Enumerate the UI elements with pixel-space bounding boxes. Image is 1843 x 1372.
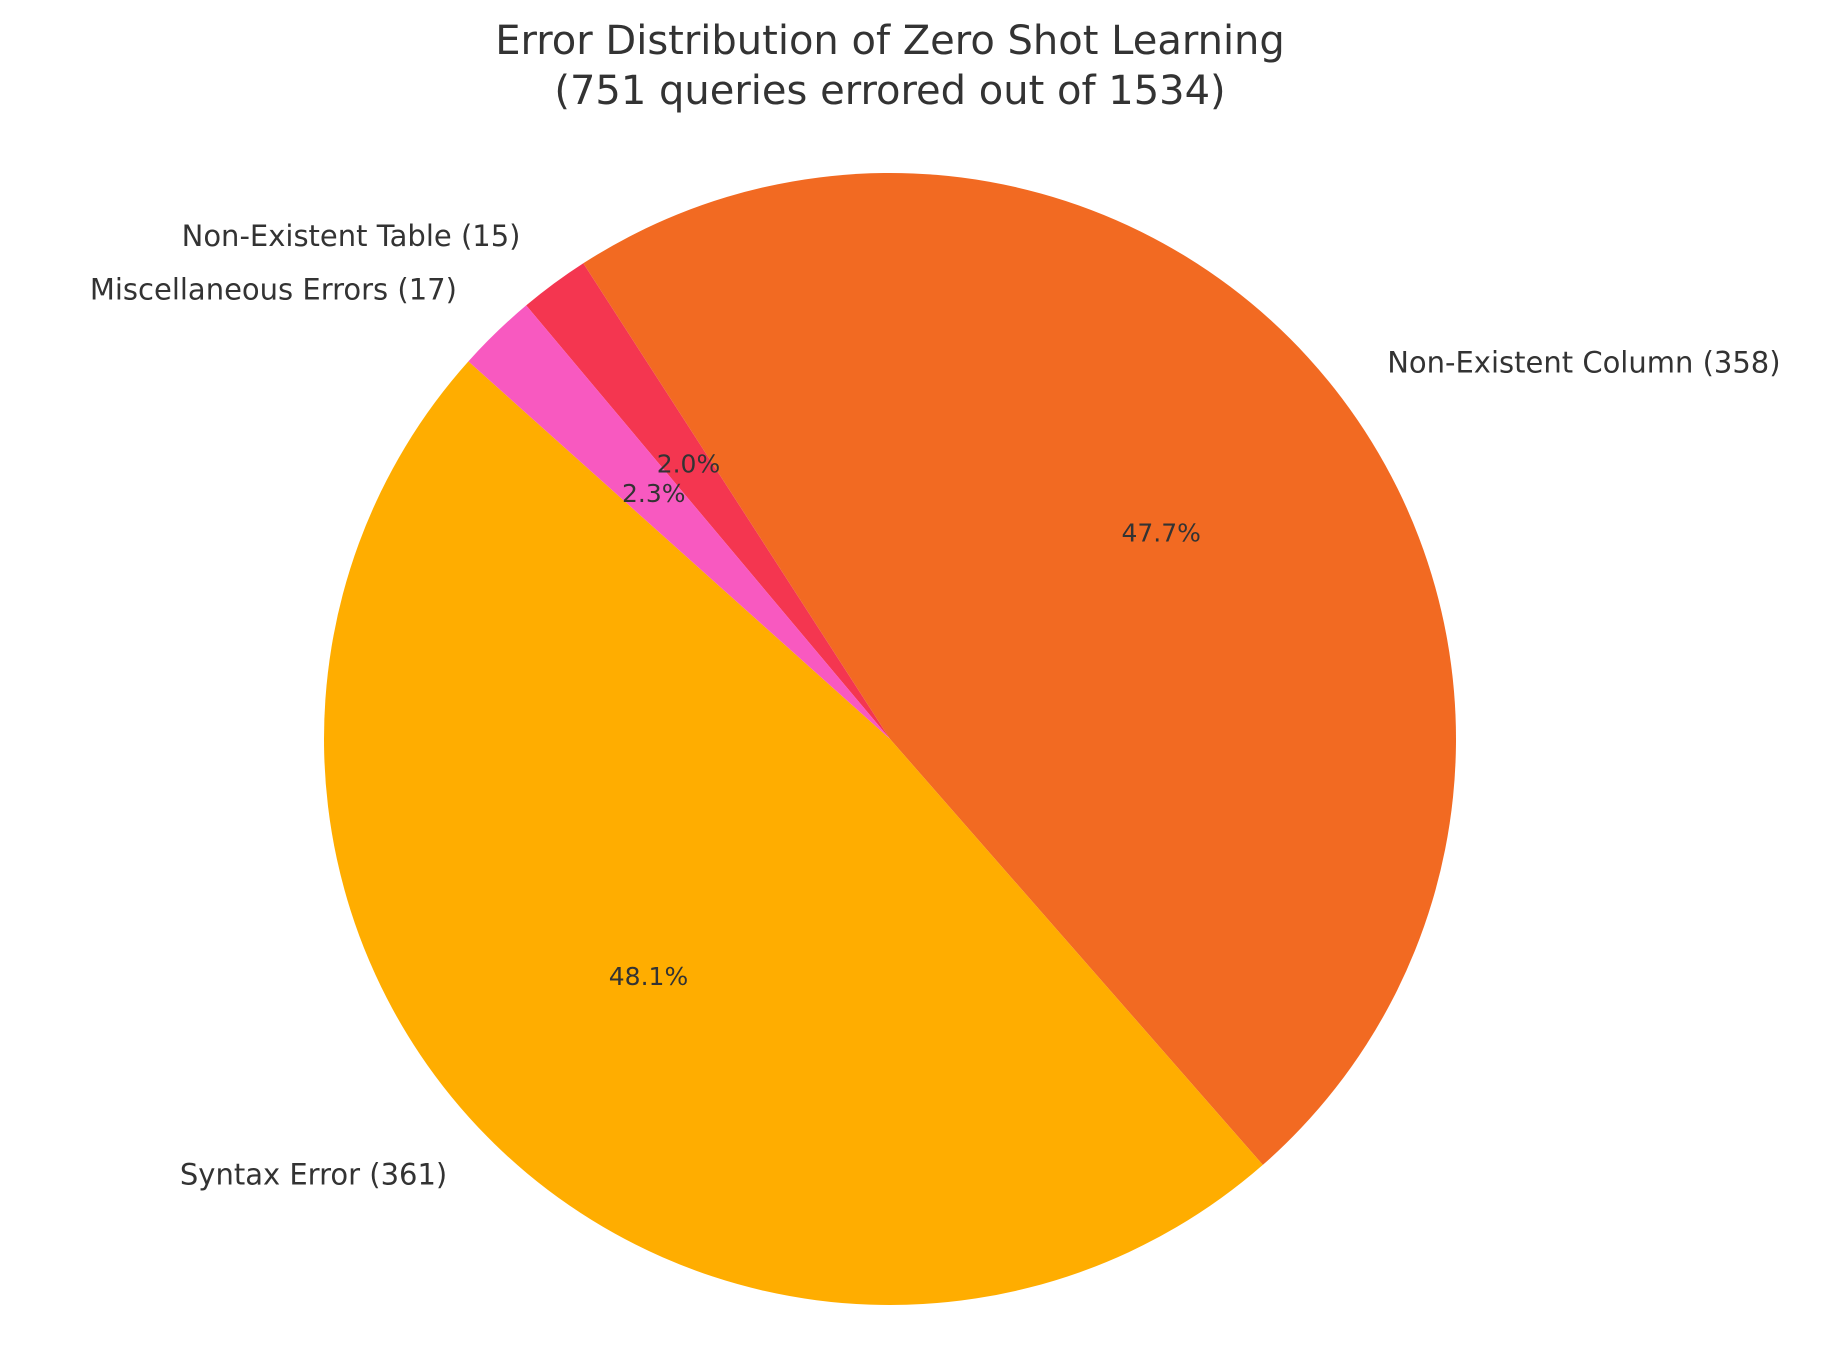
pie-percent-label-miscellaneous-errors: 2.3% <box>622 479 686 508</box>
pie-percent-label-non-existent-table: 2.0% <box>657 450 721 479</box>
pie-category-label-non-existent-table: Non-Existent Table (15) <box>182 219 521 253</box>
pie-percent-label-non-existent-column: 47.7% <box>1121 519 1200 548</box>
pie-slice-syntax-error <box>324 361 1263 1305</box>
pie-labels: 2.0% Non-Existent Table (15) 47.7% Non-Exis… <box>90 219 1781 1192</box>
pie-slice-non-existent-column <box>583 172 1457 1165</box>
pie-category-label-non-existent-column: Non-Existent Column (358) <box>1387 345 1780 379</box>
pie-slice-non-existent-table <box>526 263 890 739</box>
pie-slices <box>324 172 1457 1305</box>
pie-category-label-syntax-error: Syntax Error (361) <box>180 1158 447 1192</box>
chart-title: Error Distribution of Zero Shot Learning <box>495 18 1285 64</box>
pie-slice-miscellaneous-errors <box>468 305 890 739</box>
pie-percent-label-syntax-error: 48.1% <box>609 962 688 991</box>
chart-subtitle: (751 queries errored out of 1534) <box>554 68 1225 114</box>
pie-category-label-miscellaneous-errors: Miscellaneous Errors (17) <box>90 273 457 307</box>
